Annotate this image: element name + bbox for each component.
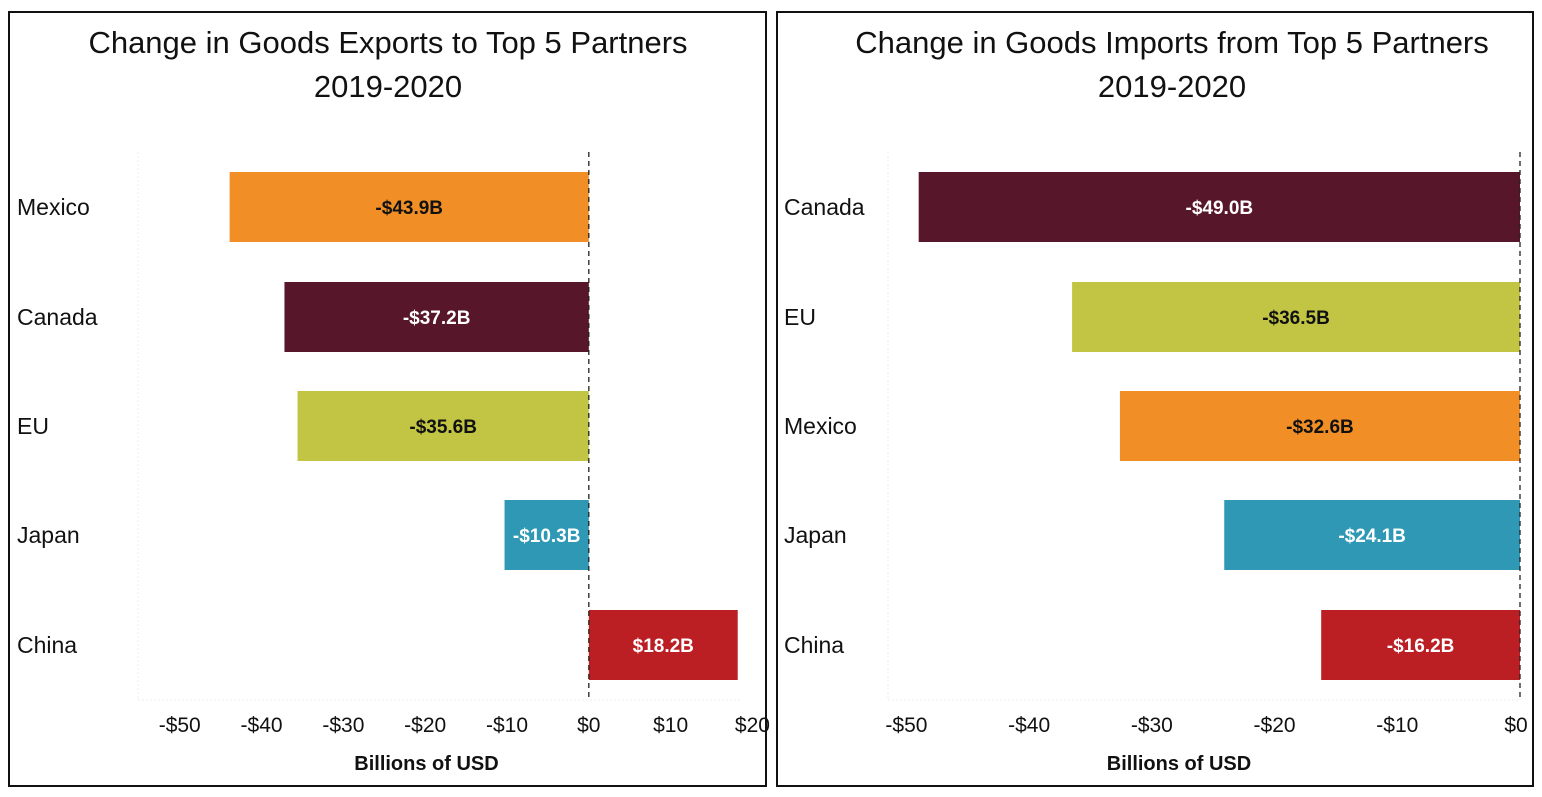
chart-title: Change in Goods Exports to Top 5 Partner… (88, 25, 687, 60)
x-axis-title: Billions of USD (1107, 753, 1251, 775)
data-label: -$36.5B (1262, 308, 1330, 329)
bar-china (1321, 610, 1520, 680)
x-tick-label: $10 (653, 714, 688, 737)
x-tick-label: -$30 (322, 714, 364, 737)
category-label: Canada (784, 194, 865, 220)
x-axis-title: Billions of USD (354, 753, 498, 775)
data-label: $18.2B (633, 636, 694, 657)
data-label: -$49.0B (1186, 198, 1254, 219)
x-tick-label: $0 (1504, 714, 1527, 737)
bar-eu (297, 391, 589, 461)
x-tick-label: -$40 (1008, 714, 1050, 737)
category-label: Japan (17, 522, 80, 548)
bar-japan (1224, 500, 1520, 570)
x-tick-label: -$10 (486, 714, 528, 737)
bar-canada (918, 172, 1520, 242)
category-label: Mexico (784, 413, 857, 439)
chart-panel-imports: Change in Goods Imports from Top 5 Partn… (776, 11, 1534, 787)
x-tick-label: -$40 (241, 714, 283, 737)
data-label: -$16.2B (1387, 636, 1455, 657)
x-tick-label: $20 (735, 714, 770, 737)
x-tick-label: -$30 (1131, 714, 1173, 737)
data-label: -$37.2B (403, 308, 471, 329)
data-label: -$32.6B (1286, 417, 1354, 438)
chart-subtitle: 2019-2020 (1098, 69, 1246, 104)
data-label: -$24.1B (1338, 526, 1406, 547)
x-tick-label: $0 (577, 714, 600, 737)
data-label: -$35.6B (409, 417, 477, 438)
category-label: Japan (784, 522, 847, 548)
category-label: Mexico (17, 194, 90, 220)
x-tick-label: -$10 (1376, 714, 1418, 737)
category-label: China (17, 632, 77, 658)
category-label: Canada (17, 304, 98, 330)
bar-japan (504, 500, 589, 570)
chart-title: Change in Goods Imports from Top 5 Partn… (855, 25, 1489, 60)
x-tick-label: -$50 (885, 714, 927, 737)
x-tick-label: -$20 (1254, 714, 1296, 737)
x-tick-label: -$20 (404, 714, 446, 737)
bar-mexico (1119, 391, 1520, 461)
x-tick-label: -$50 (159, 714, 201, 737)
data-label: -$43.9B (375, 198, 443, 219)
chart-panel-exports: Change in Goods Exports to Top 5 Partner… (8, 11, 770, 787)
bar-mexico (229, 172, 589, 242)
category-label: EU (17, 413, 49, 439)
chart-subtitle: 2019-2020 (314, 69, 462, 104)
bar-china (588, 610, 738, 680)
category-label: China (784, 632, 844, 658)
bar-eu (1072, 282, 1520, 352)
bar-canada (284, 282, 589, 352)
category-label: EU (784, 304, 816, 330)
data-label: -$10.3B (513, 526, 581, 547)
